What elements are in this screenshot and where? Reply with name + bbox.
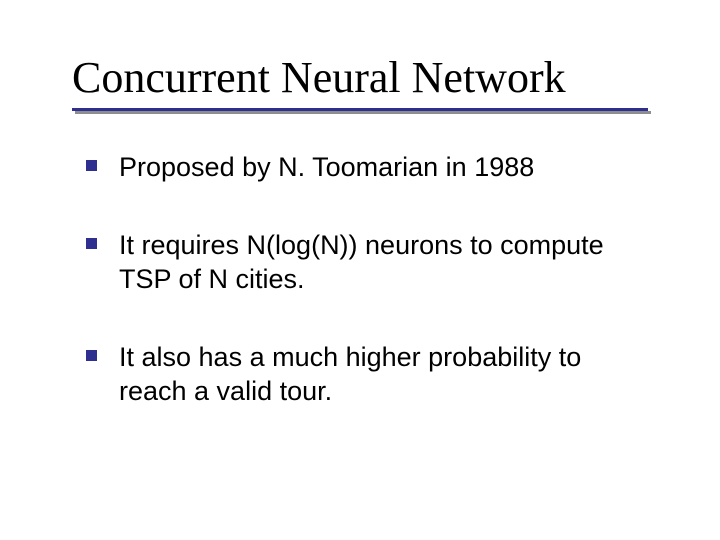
bullet-item: Proposed by N. Toomarian in 1988	[86, 150, 646, 184]
slide: Concurrent Neural Network Proposed by N.…	[0, 0, 720, 540]
bullet-item: It requires N(log(N)) neurons to compute…	[86, 228, 646, 296]
slide-title: Concurrent Neural Network	[72, 52, 566, 103]
square-bullet-icon	[86, 160, 97, 171]
square-bullet-icon	[86, 350, 97, 361]
title-underline-shadow	[75, 111, 651, 114]
square-bullet-icon	[86, 238, 97, 249]
bullet-text: It also has a much higher probability to…	[119, 340, 646, 408]
title-underline	[72, 108, 648, 111]
bullet-item: It also has a much higher probability to…	[86, 340, 646, 408]
bullet-text: It requires N(log(N)) neurons to compute…	[119, 228, 646, 296]
bullet-list: Proposed by N. Toomarian in 1988 It requ…	[86, 150, 646, 452]
bullet-text: Proposed by N. Toomarian in 1988	[119, 150, 534, 184]
